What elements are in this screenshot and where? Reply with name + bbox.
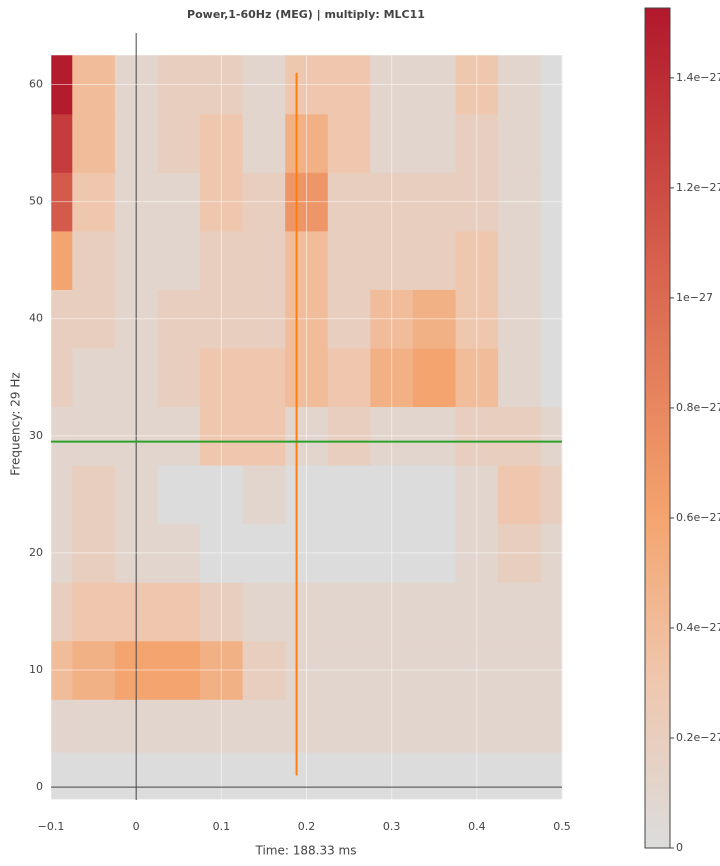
heatmap-cell <box>51 699 73 753</box>
heatmap-cell <box>412 751 457 800</box>
heatmap-cell <box>498 230 542 290</box>
heatmap-cell <box>242 113 286 173</box>
heatmap-cell <box>412 582 457 642</box>
heatmap-cell <box>327 699 371 753</box>
chart-title: Power,1-60Hz (MEG) | multiply: MLC11 <box>187 8 425 21</box>
heatmap-cell <box>540 751 563 800</box>
y-tick-label: 10 <box>29 663 43 676</box>
heatmap-cell <box>327 230 371 290</box>
heatmap-cell <box>72 347 116 408</box>
heatmap-cell <box>498 347 542 408</box>
y-tick-label: 60 <box>29 78 43 91</box>
heatmap-cell <box>157 347 201 408</box>
heatmap-cell <box>51 230 73 290</box>
x-axis-title: Time: 188.33 ms <box>255 844 357 858</box>
heatmap-cell <box>72 465 116 525</box>
heatmap-cell <box>242 582 286 642</box>
heatmap-cell <box>540 582 563 642</box>
x-tick-label: 0.5 <box>553 820 571 833</box>
heatmap-cell <box>157 699 201 753</box>
heatmap-cell <box>540 465 563 525</box>
heatmap-cell <box>412 347 457 408</box>
heatmap-cell <box>327 582 371 642</box>
heatmap-cell <box>157 465 201 525</box>
heatmap-cell <box>498 465 542 525</box>
y-tick-label: 50 <box>29 195 43 208</box>
heatmap-cell <box>72 113 116 173</box>
heatmap-cell <box>498 582 542 642</box>
heatmap-cell <box>412 230 457 290</box>
colorbar <box>644 7 671 849</box>
heatmap-cell <box>540 230 563 290</box>
colorbar-tick-label: 0.2e−27 <box>676 731 720 744</box>
x-tick-label: 0.3 <box>383 820 401 833</box>
heatmap-cell <box>242 751 286 800</box>
heatmap-cell <box>51 113 73 173</box>
heatmap-cell <box>412 699 457 753</box>
heatmap-cell <box>72 582 116 642</box>
heatmap-cell <box>157 582 201 642</box>
y-tick-label: 30 <box>29 429 43 442</box>
heatmap-cell <box>327 751 371 800</box>
heatmap-cell <box>498 699 542 753</box>
heatmap-cell <box>242 347 286 408</box>
colorbar-tick-label: 1e−27 <box>676 291 713 304</box>
y-tick-label: 40 <box>29 312 43 325</box>
heatmap-cell <box>72 699 116 753</box>
colorbar-tick-label: 0 <box>676 841 683 854</box>
colorbar-tick-label: 1.2e−27 <box>676 181 720 194</box>
y-tick-label: 20 <box>29 546 43 559</box>
heatmap-cell <box>540 113 563 173</box>
heatmap-cell <box>72 751 116 800</box>
x-tick-label: 0.4 <box>468 820 486 833</box>
x-tick-label: −0.1 <box>38 820 65 833</box>
colorbar-tick-label: 0.8e−27 <box>676 401 720 414</box>
heatmap-cell <box>540 347 563 408</box>
heatmap-cell <box>242 465 286 525</box>
heatmap-cell <box>540 699 563 753</box>
x-tick-label: 0.2 <box>298 820 316 833</box>
heatmap-cell <box>327 347 371 408</box>
heatmap-cell <box>498 113 542 173</box>
y-tick-label: 0 <box>36 780 43 793</box>
heatmap-cell <box>498 751 542 800</box>
heatmap-cell <box>157 751 201 800</box>
heatmap-cell <box>51 465 73 525</box>
heatmap-cell <box>412 465 457 525</box>
heatmap-cell <box>72 230 116 290</box>
heatmap-cell <box>327 465 371 525</box>
heatmap-cell <box>242 230 286 290</box>
heatmap-cell <box>327 113 371 173</box>
y-axis-title: Frequency: 29 Hz <box>9 372 23 475</box>
x-tick-label: 0.1 <box>213 820 231 833</box>
colorbar-tick-label: 1.4e−27 <box>676 71 720 84</box>
heatmap-cell <box>412 113 457 173</box>
colorbar-tick-label: 0.6e−27 <box>676 511 720 524</box>
heatmap-cell <box>157 113 201 173</box>
x-tick-label: 0 <box>133 820 140 833</box>
heatmap-cell <box>51 582 73 642</box>
heatmap-cell <box>242 699 286 753</box>
colorbar-tick-label: 0.4e−27 <box>676 621 720 634</box>
heatmap-cell <box>157 230 201 290</box>
heatmap-cell <box>51 751 73 800</box>
heatmap-cell <box>51 347 73 408</box>
